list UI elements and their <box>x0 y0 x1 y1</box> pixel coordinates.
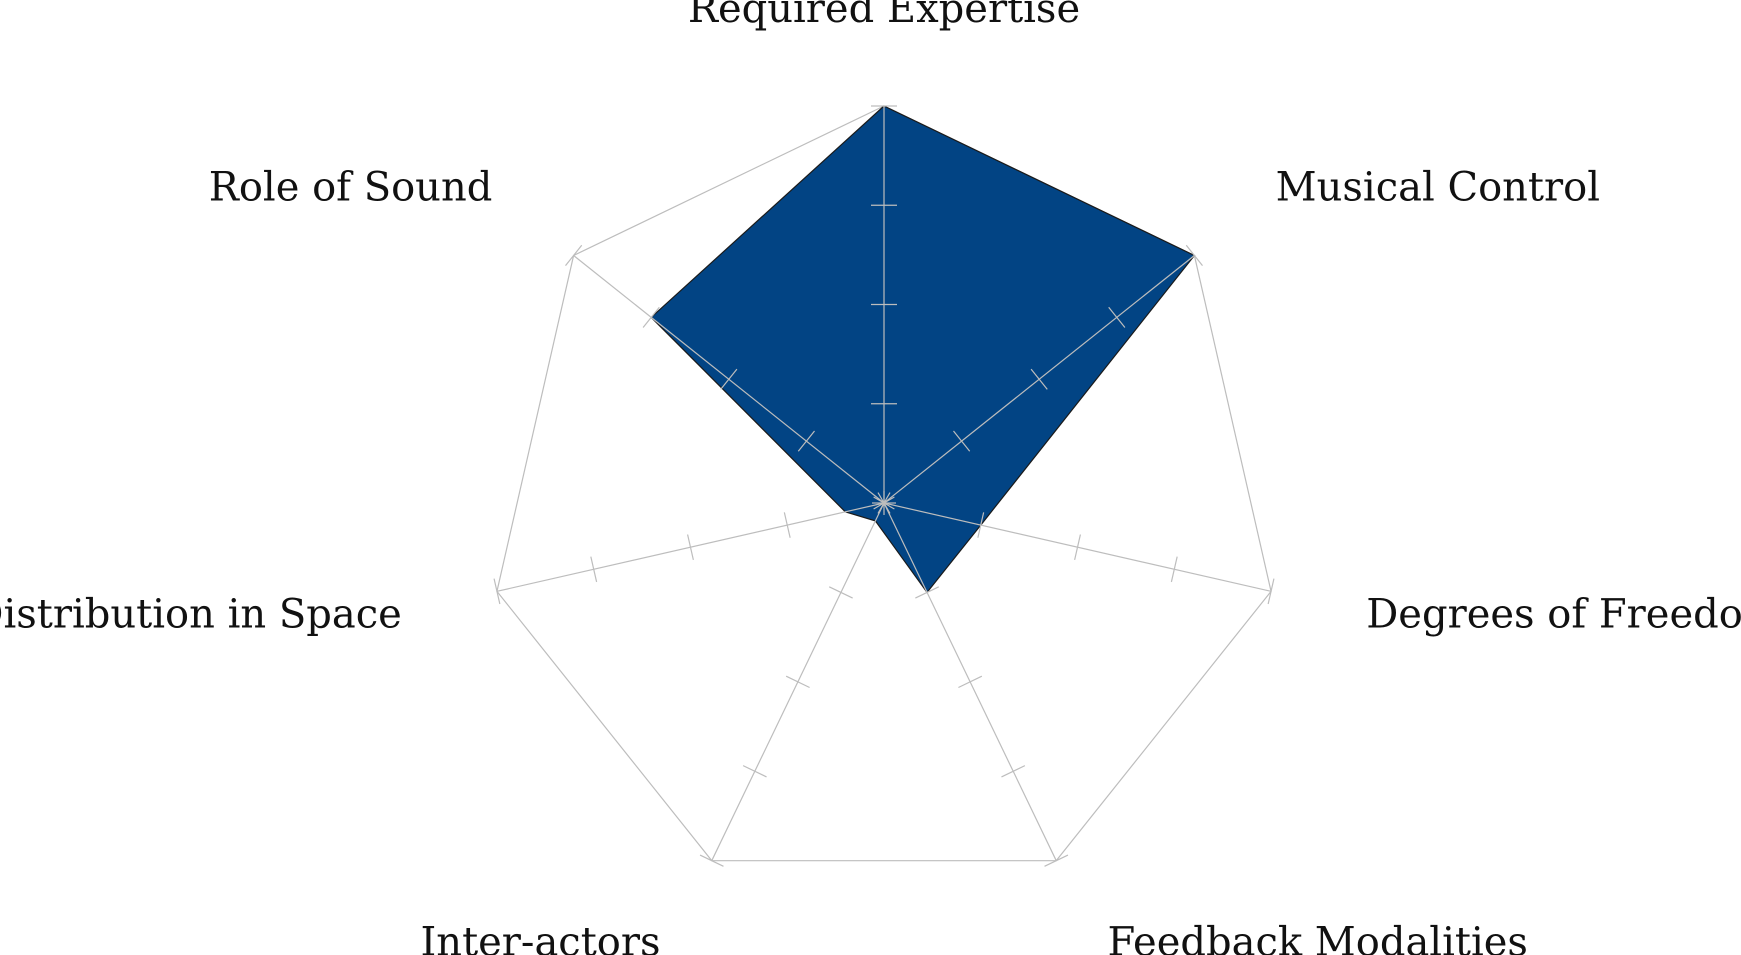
tick-degrees-of-freedom-1 <box>977 512 985 538</box>
tick-feedback-modalities-2 <box>958 675 983 689</box>
tick-distribution-in-space-4 <box>493 578 501 605</box>
tick-musical-control-1 <box>953 430 971 452</box>
axis-label-degrees-of-freedom: Degrees of Freedom <box>1366 591 1741 637</box>
center-spoke <box>877 502 885 514</box>
center-spoke <box>883 496 895 504</box>
tick-role-of-sound-3 <box>642 306 660 328</box>
tick-degrees-of-freedom-2 <box>1074 534 1082 560</box>
center-spoke <box>873 502 885 510</box>
tick-feedback-modalities-3 <box>1001 765 1026 778</box>
tick-feedback-modalities-4 <box>1044 854 1069 867</box>
center-spoke <box>883 502 891 514</box>
tick-musical-control-3 <box>1108 306 1126 328</box>
center-spoke <box>883 492 891 504</box>
radar-data-layer <box>650 105 1196 594</box>
tick-feedback-modalities-1 <box>915 586 940 599</box>
outer-ring <box>496 105 1272 862</box>
radar-grid <box>496 105 1272 862</box>
tick-musical-control-4 <box>1185 244 1203 267</box>
tick-distribution-in-space-2 <box>686 534 694 560</box>
tick-inter-actors-1 <box>828 586 853 599</box>
tick-role-of-sound-4 <box>565 244 583 267</box>
tick-role-of-sound-2 <box>720 368 738 390</box>
tick-degrees-of-freedom-4 <box>1267 578 1275 605</box>
center-spoke <box>877 492 885 504</box>
tick-inter-actors-4 <box>699 854 724 867</box>
tick-distribution-in-space-1 <box>783 512 791 538</box>
axis-label-inter-actors: Inter-actors <box>421 920 661 955</box>
axis-label-musical-control: Musical Control <box>1276 165 1600 211</box>
tick-musical-control-2 <box>1030 368 1048 390</box>
center-spoke <box>883 502 895 510</box>
tick-inter-actors-3 <box>742 765 767 778</box>
tick-role-of-sound-1 <box>797 430 815 452</box>
tick-degrees-of-freedom-3 <box>1170 556 1178 583</box>
radar-axes <box>493 105 1275 867</box>
axis-label-role-of-sound: Role of Sound <box>209 165 493 211</box>
data-polygon <box>650 105 1196 594</box>
axis-label-required-expertise: Required Expertise <box>688 0 1080 32</box>
tick-inter-actors-2 <box>785 675 810 689</box>
center-spoke <box>873 496 885 504</box>
axis-label-distribution-in-space: Distribution in Space <box>0 591 402 637</box>
tick-distribution-in-space-3 <box>590 556 598 583</box>
axis-label-feedback-modalities: Feedback Modalities <box>1107 920 1527 955</box>
